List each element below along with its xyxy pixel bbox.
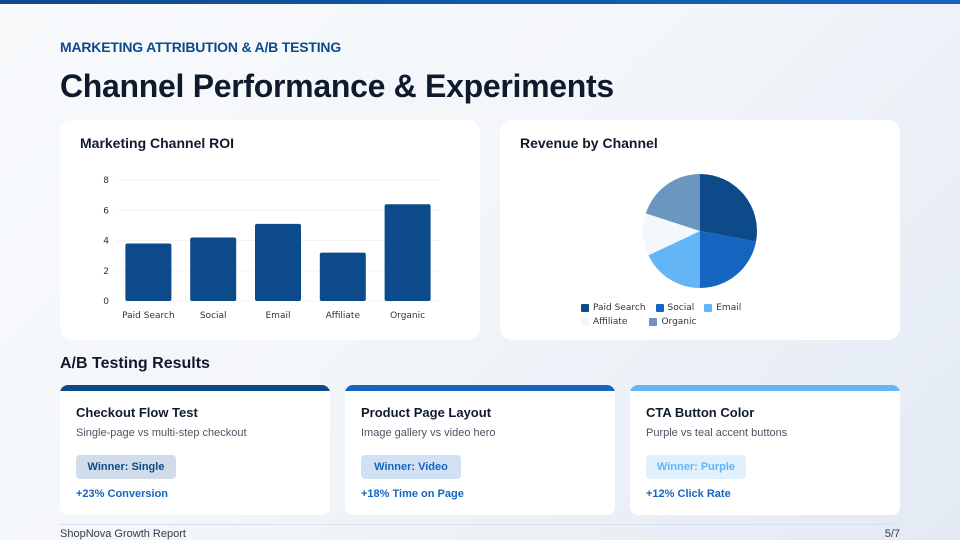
revenue-chart-title: Revenue by Channel: [520, 135, 658, 151]
legend-item-social: Social: [655, 303, 695, 313]
x-tick-label: Paid Search: [122, 311, 175, 321]
roi-chart-card: Marketing Channel ROI 0 2 4 6 8 Paid Search So…: [60, 120, 480, 340]
test-title: CTA Button Color: [646, 405, 755, 420]
legend-swatch-icon: [704, 304, 713, 312]
y-tick-label: 8: [103, 176, 109, 186]
test-metric: +18% Time on Page: [361, 488, 464, 500]
y-tick-label: 4: [103, 237, 109, 247]
pie-slice: [645, 174, 700, 231]
revenue-chart-card: Revenue by Channel Paid Search Social Em…: [500, 120, 900, 340]
x-tick-label: Affiliate: [326, 311, 361, 321]
test-description: Image gallery vs video hero: [361, 427, 496, 439]
bar: [190, 237, 237, 301]
legend-item-paid-search: Paid Search: [581, 303, 646, 313]
legend-label: Social: [667, 303, 695, 313]
bar: [125, 243, 172, 301]
ab-section-title: A/B Testing Results: [60, 355, 210, 372]
x-tick-label: Social: [200, 311, 227, 321]
pie-slice: [648, 231, 700, 288]
legend-item-email: Email: [704, 303, 741, 313]
legend-label: Email: [716, 303, 742, 313]
legend-swatch-icon: [655, 304, 664, 312]
test-description: Purple vs teal accent buttons: [646, 427, 788, 439]
test-title: Product Page Layout: [361, 405, 492, 420]
pie-slice: [643, 213, 700, 256]
legend-label: Affiliate: [593, 317, 628, 327]
pie-slice: [700, 174, 757, 242]
winner-badge: Winner: Single: [76, 455, 176, 479]
bar: [384, 204, 431, 301]
x-tick-label: Organic: [390, 311, 425, 321]
ab-test-card: Checkout Flow Test Single-page vs multi-…: [60, 385, 330, 515]
test-description: Single-page vs multi-step checkout: [76, 427, 247, 439]
legend-label: Organic: [661, 317, 697, 327]
legend-swatch-icon: [649, 318, 658, 326]
top-accent-bar: [0, 0, 960, 4]
card-accent-bar: [60, 385, 330, 391]
x-tick-label: Email: [266, 311, 291, 321]
y-tick-label: 6: [103, 206, 109, 216]
bar: [255, 223, 301, 301]
winner-badge: Winner: Video: [361, 455, 461, 479]
bar: [319, 252, 366, 301]
legend-item-organic: Organic: [649, 317, 696, 327]
roi-bar-chart: 0 2 4 6 8 Paid Search Social Email Affiliate Orga…: [103, 176, 440, 321]
test-metric: +23% Conversion: [76, 488, 169, 500]
footer-report-name: ShopNova Growth Report: [60, 528, 186, 540]
pie-slice: [700, 231, 756, 288]
test-title: Checkout Flow Test: [76, 405, 198, 420]
revenue-pie-chart: [643, 174, 757, 288]
card-accent-bar: [630, 385, 900, 391]
page-title: Channel Performance & Experiments: [60, 68, 614, 104]
legend-row: Affiliate Organic: [581, 315, 821, 329]
legend-row: Paid Search Social Email: [581, 301, 821, 315]
legend-label: Paid Search: [593, 303, 646, 313]
winner-badge: Winner: Purple: [646, 455, 746, 479]
test-metric: +12% Click Rate: [646, 488, 731, 500]
pie-legend: Paid Search Social Email Affiliate Organ…: [581, 301, 821, 329]
card-accent-bar: [345, 385, 615, 391]
ab-test-card: CTA Button Color Purple vs teal accent b…: [630, 385, 900, 515]
roi-chart-title: Marketing Channel ROI: [80, 135, 235, 151]
y-tick-label: 0: [103, 297, 109, 307]
legend-item-affiliate: Affiliate: [581, 317, 627, 327]
footer-divider: [60, 524, 900, 525]
footer-page-number: 5/7: [884, 528, 900, 540]
ab-test-card: Product Page Layout Image gallery vs vid…: [345, 385, 615, 515]
section-eyebrow: MARKETING ATTRIBUTION & A/B TESTING: [60, 39, 342, 55]
legend-swatch-icon: [581, 318, 589, 326]
legend-swatch-icon: [581, 304, 589, 312]
y-tick-label: 2: [103, 267, 109, 277]
